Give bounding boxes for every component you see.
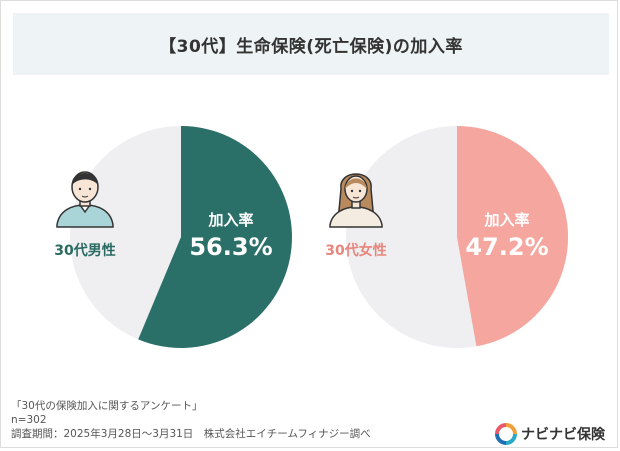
pie-slice-male <box>138 126 292 348</box>
pie-chart-male: 加入率 56.3% <box>70 126 292 348</box>
brand-name: ナビナビ保険 <box>521 427 605 443</box>
chart-title: 【30代】生命保険(死亡保険)の加入率 <box>159 36 463 57</box>
pie-value-label-male: 56.3% <box>189 233 272 261</box>
group-label-male: 30代男性 <box>54 242 115 259</box>
brand-logo: ナビナビ保険 <box>495 423 605 445</box>
pie-slice-female <box>457 125 569 347</box>
man-avatar-icon <box>56 171 114 228</box>
survey-name: 「30代の保険加入に関するアンケート」 <box>11 400 203 412</box>
footer-notes: 「30代の保険加入に関するアンケート」 n=302 調査期間：2025年3月28… <box>11 399 371 441</box>
navinavi-logo-icon <box>495 423 517 445</box>
title-bar: 【30代】生命保険(死亡保険)の加入率 <box>13 13 609 75</box>
pie-slice-label-male: 加入率 <box>207 211 253 229</box>
survey-period: 調査期間：2025年3月28日～3月31日 株式会社エイチームフィナジー調べ <box>11 428 371 440</box>
pie-value-label-female: 47.2% <box>465 233 548 261</box>
pie-chart-female: 加入率 47.2% <box>346 125 569 348</box>
woman-avatar-icon <box>329 173 383 228</box>
pie-slice-label-female: 加入率 <box>483 211 529 229</box>
sample-size: n=302 <box>11 414 47 426</box>
group-label-female: 30代女性 <box>325 242 386 259</box>
